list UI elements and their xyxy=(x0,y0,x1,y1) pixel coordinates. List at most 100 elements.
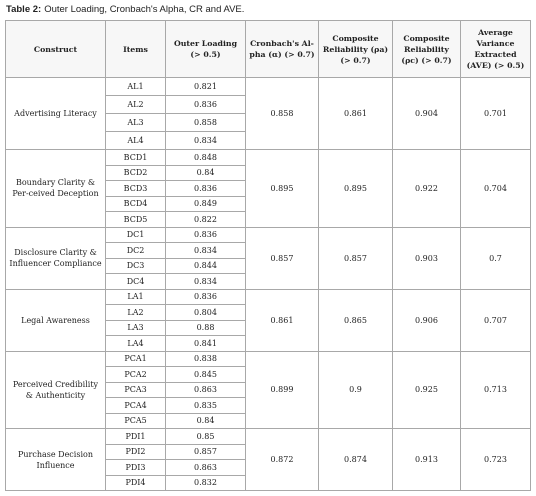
construct-cell: Boundary Clarity & Per-ceived Deception xyxy=(5,149,106,228)
item-row: BCD3 0.836 xyxy=(6,180,531,197)
item-cell: AL3 xyxy=(105,113,166,132)
ave-cell: 0.723 xyxy=(460,428,531,491)
rho-c-cell: 0.913 xyxy=(392,428,461,491)
loading-cell: 0.834 xyxy=(165,242,246,259)
item-row: AL2 0.836 xyxy=(6,95,531,114)
column-header: Cronbach's Al-pha (α) (> 0.7) xyxy=(245,20,319,78)
loading-cell: 0.836 xyxy=(165,226,246,243)
rho-c-cell: 0.904 xyxy=(392,77,461,150)
item-row: Boundary Clarity & Per-ceived Deception B… xyxy=(5,149,531,228)
item-cell: AL1 xyxy=(105,77,166,96)
alpha-cell: 0.861 xyxy=(245,288,319,352)
item-row: Disclosure Clarity & Influencer Complian… xyxy=(5,226,531,290)
rho-a-cell: 0.865 xyxy=(318,288,393,352)
construct-cell: Perceived Credibility & Authenticity xyxy=(5,350,106,429)
loading-cell: 0.858 xyxy=(165,113,246,132)
item-row: BCD4 0.849 xyxy=(6,195,531,212)
ave-cell: 0.707 xyxy=(460,288,531,352)
item-row: LA2 0.804 xyxy=(6,304,531,321)
loading-cell: 0.836 xyxy=(165,180,246,197)
item-cell: PDI4 xyxy=(105,474,166,491)
item-cell: LA1 xyxy=(105,288,166,305)
item-cell: PCA3 xyxy=(105,381,166,398)
loading-cell: 0.849 xyxy=(165,195,246,212)
item-row: Advertising Literacy AL1 0.821 0.858 0.861 0.… xyxy=(5,77,531,150)
alpha-cell: 0.857 xyxy=(245,226,319,290)
loading-cell: 0.84 xyxy=(165,412,246,429)
construct-cell: Purchase Decision Influence xyxy=(5,428,106,491)
alpha-cell: 0.895 xyxy=(245,149,319,228)
rho-a-cell: 0.895 xyxy=(318,149,393,228)
alpha-cell: 0.858 xyxy=(245,77,319,150)
item-cell: BCD2 xyxy=(105,164,166,181)
loading-cell: 0.848 xyxy=(165,149,246,166)
rho-c-cell: 0.925 xyxy=(392,350,461,429)
column-header: Outer Loading (> 0.5) xyxy=(165,20,246,78)
loading-cell: 0.88 xyxy=(165,319,246,336)
loading-cell: 0.822 xyxy=(165,211,246,228)
rho-a-cell: 0.857 xyxy=(318,226,393,290)
loading-cell: 0.804 xyxy=(165,304,246,321)
alpha-cell: 0.899 xyxy=(245,350,319,429)
item-row: LA3 0.88 xyxy=(6,319,531,336)
loading-cell: 0.834 xyxy=(165,131,246,150)
column-header: Composite Reliability (ρc) (> 0.7) xyxy=(392,20,461,78)
item-cell: PDI3 xyxy=(105,459,166,476)
rho-a-cell: 0.9 xyxy=(318,350,393,429)
item-row: PDI4 0.832 xyxy=(6,474,531,491)
alpha-cell: 0.872 xyxy=(245,428,319,491)
table-body: Advertising Literacy AL1 0.821 0.858 0.861 0.… xyxy=(5,77,531,491)
rho-a-cell: 0.861 xyxy=(318,77,393,150)
rho-c-cell: 0.922 xyxy=(392,149,461,228)
item-cell: PCA1 xyxy=(105,350,166,367)
loading-cell: 0.834 xyxy=(165,273,246,290)
item-row: AL4 0.834 xyxy=(6,131,531,150)
loading-cell: 0.85 xyxy=(165,428,246,445)
loading-cell: 0.836 xyxy=(165,288,246,305)
item-cell: DC2 xyxy=(105,242,166,259)
loading-cell: 0.836 xyxy=(165,95,246,114)
loading-cell: 0.821 xyxy=(165,77,246,96)
item-cell: PCA4 xyxy=(105,397,166,414)
item-cell: AL4 xyxy=(105,131,166,150)
loading-cell: 0.838 xyxy=(165,350,246,367)
item-cell: BCD5 xyxy=(105,211,166,228)
item-row: AL3 0.858 xyxy=(6,113,531,132)
ave-cell: 0.7 xyxy=(460,226,531,290)
ave-cell: 0.701 xyxy=(460,77,531,150)
item-cell: BCD1 xyxy=(105,149,166,166)
item-row: Purchase Decision Influence PDI1 0.85 0.872… xyxy=(5,428,531,491)
loading-cell: 0.844 xyxy=(165,257,246,274)
item-cell: AL2 xyxy=(105,95,166,114)
construct-cell: Advertising Literacy xyxy=(5,77,106,150)
item-row: PDI3 0.863 xyxy=(6,459,531,476)
rho-a-cell: 0.874 xyxy=(318,428,393,491)
loading-cell: 0.857 xyxy=(165,443,246,460)
item-cell: PCA2 xyxy=(105,366,166,383)
loading-cell: 0.841 xyxy=(165,335,246,352)
ave-cell: 0.704 xyxy=(460,149,531,228)
item-cell: LA3 xyxy=(105,319,166,336)
item-row: PCA3 0.863 xyxy=(6,381,531,398)
rho-c-cell: 0.903 xyxy=(392,226,461,290)
rho-c-cell: 0.906 xyxy=(392,288,461,352)
item-cell: LA2 xyxy=(105,304,166,321)
ave-cell: 0.713 xyxy=(460,350,531,429)
item-row: BCD2 0.84 xyxy=(6,164,531,181)
item-row: DC3 0.844 xyxy=(6,257,531,274)
loading-cell: 0.845 xyxy=(165,366,246,383)
item-cell: PDI1 xyxy=(105,428,166,445)
column-header: Items xyxy=(105,20,166,78)
column-header: Composite Reliability (ρa) (> 0.7) xyxy=(318,20,393,78)
item-cell: DC1 xyxy=(105,226,166,243)
item-cell: DC3 xyxy=(105,257,166,274)
loading-cell: 0.863 xyxy=(165,381,246,398)
loading-cell: 0.84 xyxy=(165,164,246,181)
loading-cell: 0.863 xyxy=(165,459,246,476)
construct-cell: Legal Awareness xyxy=(5,288,106,352)
header-row: Construct Items Outer Loading (> 0.5) Cronb… xyxy=(5,20,531,78)
caption-text: Outer Loading, Cronbach's Alpha, CR and … xyxy=(44,4,245,15)
item-cell: BCD3 xyxy=(105,180,166,197)
